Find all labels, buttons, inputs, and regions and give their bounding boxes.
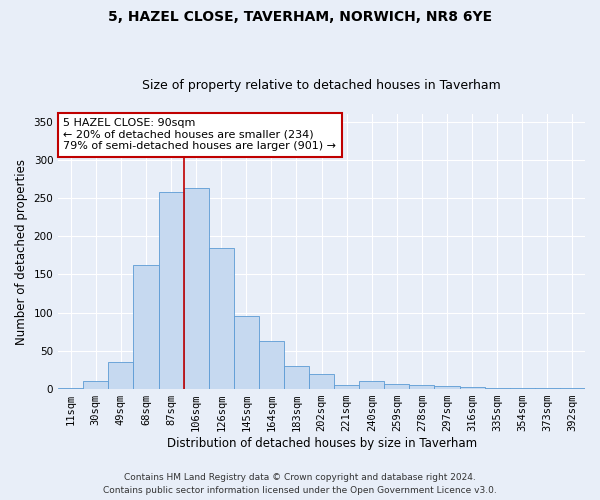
Bar	[359, 382, 385, 389]
Bar	[259, 341, 284, 389]
Text: 5, HAZEL CLOSE, TAVERHAM, NORWICH, NR8 6YE: 5, HAZEL CLOSE, TAVERHAM, NORWICH, NR8 6…	[108, 10, 492, 24]
Text: Contains HM Land Registry data © Crown copyright and database right 2024.
Contai: Contains HM Land Registry data © Crown c…	[103, 474, 497, 495]
Bar	[58, 388, 83, 389]
Bar	[485, 388, 510, 389]
Bar	[535, 388, 560, 389]
X-axis label: Distribution of detached houses by size in Taverham: Distribution of detached houses by size …	[167, 437, 476, 450]
Bar	[409, 386, 434, 389]
Bar	[209, 248, 234, 389]
Y-axis label: Number of detached properties: Number of detached properties	[15, 158, 28, 344]
Bar	[460, 387, 485, 389]
Bar	[184, 188, 209, 389]
Bar	[334, 386, 359, 389]
Bar	[434, 386, 460, 389]
Bar	[109, 362, 133, 389]
Bar	[234, 316, 259, 389]
Title: Size of property relative to detached houses in Taverham: Size of property relative to detached ho…	[142, 79, 501, 92]
Bar	[385, 384, 409, 389]
Bar	[510, 388, 535, 389]
Bar	[284, 366, 309, 389]
Bar	[133, 264, 158, 389]
Bar	[309, 374, 334, 389]
Bar	[158, 192, 184, 389]
Text: 5 HAZEL CLOSE: 90sqm
← 20% of detached houses are smaller (234)
79% of semi-deta: 5 HAZEL CLOSE: 90sqm ← 20% of detached h…	[64, 118, 337, 152]
Bar	[560, 388, 585, 389]
Bar	[83, 382, 109, 389]
